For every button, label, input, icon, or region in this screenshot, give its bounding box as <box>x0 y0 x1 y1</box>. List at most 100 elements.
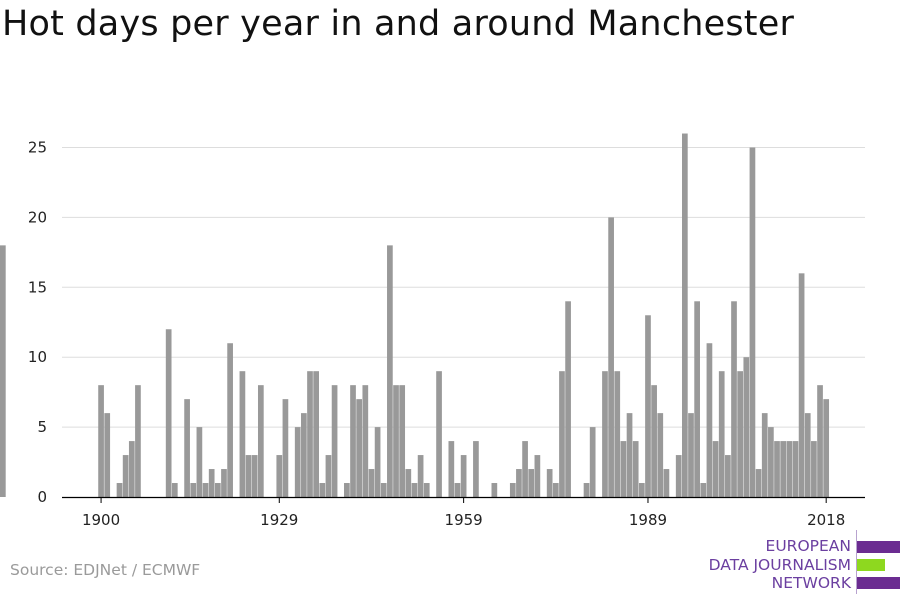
bar-1919 <box>214 483 221 497</box>
bar-1912 <box>171 483 178 497</box>
axes: 0 5 10 15 20 25 1900 1929 1959 1989 2018 <box>28 139 865 529</box>
x-tick-label: 1959 <box>445 511 483 529</box>
x-tick-label: 1989 <box>629 511 667 529</box>
logo-line-1: EUROPEAN <box>765 537 851 555</box>
bar-1941 <box>350 385 356 497</box>
bar-2005 <box>743 357 750 497</box>
bar-chart: 0 5 10 15 20 25 1900 1929 1959 1989 2018 <box>0 133 865 529</box>
bar-1949 <box>399 385 406 497</box>
chart-title: Hot days per year in and around Manchest… <box>2 4 795 44</box>
bar-1932 <box>294 427 301 497</box>
bar-2018 <box>823 399 830 497</box>
bar-1942 <box>356 399 363 497</box>
bar-1957 <box>448 441 455 497</box>
bars <box>0 133 830 497</box>
bar-1948 <box>393 385 399 497</box>
bar-1996 <box>688 413 694 497</box>
bar-1930 <box>282 399 289 497</box>
bar-2013 <box>792 441 799 497</box>
bar-1944 <box>368 469 375 497</box>
bar-1986 <box>626 413 633 497</box>
bar-2001 <box>718 371 725 497</box>
logo-line-2: DATA JOURNALISM <box>708 555 851 574</box>
bar-1997 <box>694 301 700 497</box>
bar-1970 <box>528 469 535 497</box>
logo-bar-green <box>857 559 885 571</box>
bar-1904 <box>122 455 129 497</box>
bar-1975 <box>559 371 565 497</box>
x-tick-label: 1900 <box>82 511 120 529</box>
edjnet-logo: EUROPEAN DATA JOURNALISM NETWORK <box>708 530 900 594</box>
x-tick-label: 1929 <box>260 511 298 529</box>
bar-2016 <box>811 441 817 497</box>
bar-1971 <box>534 455 541 497</box>
bar-1935 <box>313 371 319 497</box>
bar-1974 <box>552 483 559 497</box>
bar-1936 <box>319 483 326 497</box>
bar-1903 <box>116 483 123 497</box>
source-note: Source: EDJNet / ECMWF <box>10 561 201 579</box>
bar-2000 <box>712 441 719 497</box>
bar-2012 <box>786 441 793 497</box>
bar-1947 <box>387 245 393 497</box>
bar-1955 <box>436 371 442 497</box>
bar-1901 <box>104 413 111 497</box>
logo-text: EUROPEAN DATA JOURNALISM NETWORK <box>709 537 851 593</box>
bar-2002 <box>725 455 731 497</box>
bar-1959 <box>460 455 467 497</box>
bar-1980 <box>589 427 596 497</box>
bar-1950 <box>405 469 412 497</box>
bar-1925 <box>251 455 258 497</box>
bar-1967 <box>509 483 516 497</box>
bar-1911 <box>165 329 172 497</box>
bar-1973 <box>546 469 553 497</box>
bar-1976 <box>565 301 571 497</box>
bar-1953 <box>423 483 430 497</box>
bar-1992 <box>663 469 670 497</box>
logo-divider <box>856 530 857 594</box>
bar-1918 <box>208 469 215 497</box>
bar-1983 <box>608 217 614 497</box>
bar-2010 <box>774 441 780 497</box>
bar-1995 <box>682 133 688 497</box>
bar-1951 <box>411 483 418 497</box>
y-tick-label: 15 <box>28 278 47 296</box>
logo-bar-purple-bottom <box>857 577 900 589</box>
x-tick-label: 2018 <box>807 511 845 529</box>
bar-1989 <box>645 315 651 497</box>
bar-1991 <box>657 413 664 497</box>
bar-1988 <box>638 483 645 497</box>
bar-2007 <box>755 469 762 497</box>
bar-1916 <box>196 427 203 497</box>
bar-1958 <box>454 483 461 497</box>
bar-1998 <box>700 483 707 497</box>
bar-1952 <box>417 455 424 497</box>
bar-1937 <box>325 455 332 497</box>
bar-1921 <box>227 343 233 497</box>
bar-1994 <box>675 455 682 497</box>
bar-1945 <box>374 427 381 497</box>
bar-undefined <box>0 245 6 497</box>
bar-1929 <box>276 455 283 497</box>
y-tick-label: 20 <box>28 208 47 226</box>
bar-1999 <box>706 343 713 497</box>
logo-line-3: NETWORK <box>771 574 851 592</box>
y-tick-label: 25 <box>28 139 47 157</box>
bar-1905 <box>128 441 135 497</box>
bar-2015 <box>804 413 811 497</box>
bar-1906 <box>135 385 141 497</box>
bar-2009 <box>768 427 774 497</box>
bar-1990 <box>651 385 657 497</box>
bar-2003 <box>731 301 737 497</box>
bar-1961 <box>473 441 479 497</box>
bar-1964 <box>491 483 498 497</box>
bar-1924 <box>245 455 252 497</box>
bar-2004 <box>737 371 743 497</box>
bar-1946 <box>380 483 387 497</box>
bar-1969 <box>522 441 528 497</box>
y-tick-label: 10 <box>28 348 47 366</box>
bar-1979 <box>583 483 590 497</box>
bar-1982 <box>602 371 608 497</box>
bar-2011 <box>780 441 787 497</box>
bar-1915 <box>190 483 197 497</box>
